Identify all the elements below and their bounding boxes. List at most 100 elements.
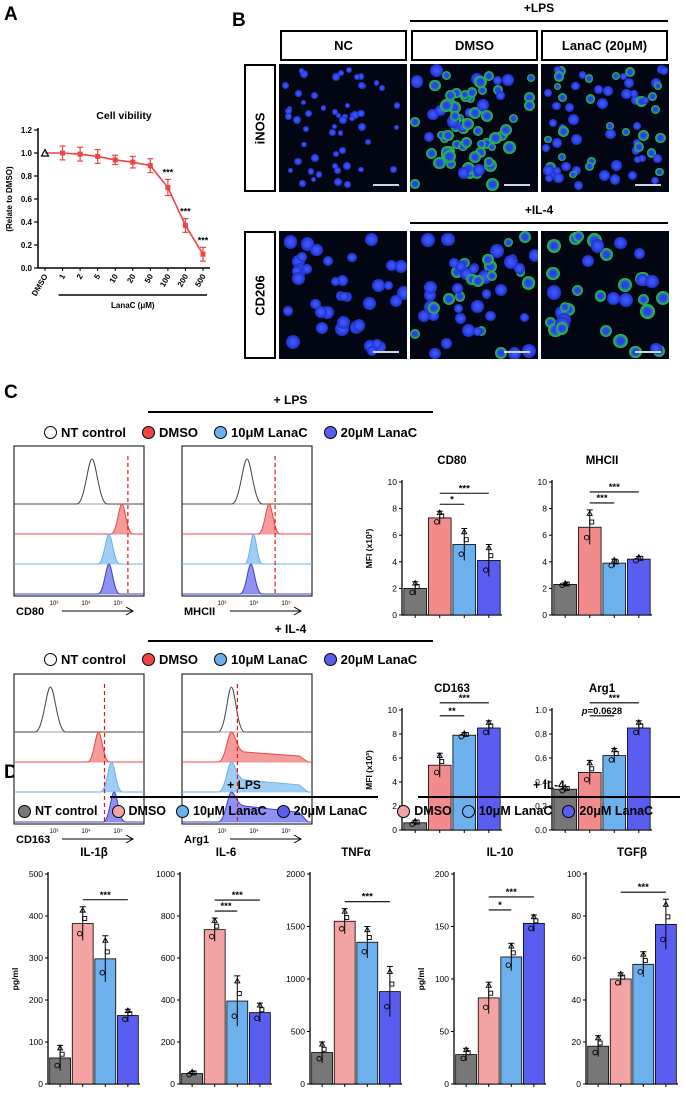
panel-label-b: B [232, 10, 246, 31]
bar-chart-ytick-label: 150 [435, 922, 449, 932]
cell-nucleus [486, 178, 500, 191]
cell-nucleus [526, 73, 536, 83]
cell-nucleus [522, 343, 537, 358]
bar-chart-title: IL-1β [80, 847, 107, 859]
cell-nucleus [489, 243, 504, 258]
cell-nucleus [397, 286, 407, 300]
scale-bar [373, 351, 399, 353]
cell-nucleus [650, 105, 660, 115]
bar-chart-ytick-label: 8 [542, 504, 547, 514]
bar-replicate [637, 969, 644, 975]
cell-nucleus [283, 235, 298, 250]
bar-chart-ytick-label: 0 [38, 1079, 43, 1089]
bar-replicate [316, 1056, 322, 1062]
bar [627, 558, 651, 616]
cell-nucleus [441, 70, 452, 81]
bar-chart-ytick-label: 6 [392, 530, 397, 540]
bar-replicate [214, 923, 220, 929]
legend-swatch-nt-2 [44, 653, 57, 666]
cell-nucleus [410, 117, 420, 127]
col-header-nc: NC [280, 30, 407, 61]
cell-nucleus [344, 102, 351, 109]
bar-replicate [564, 786, 570, 791]
cell-nucleus [323, 255, 334, 266]
cell-nucleus [519, 312, 529, 323]
bar-chart-title: CD163 [434, 683, 470, 695]
histogram-curve [182, 458, 312, 505]
cell-nucleus [614, 236, 627, 250]
bar-replicate [56, 1044, 64, 1051]
cell-nucleus [395, 260, 407, 273]
bar-chart-ylabel: pg/ml [416, 968, 426, 991]
bar-chart-ytick-label: 0 [300, 1079, 305, 1089]
bar-replicate [439, 759, 445, 765]
cell-nucleus [481, 138, 492, 149]
bar-charts-d: IL-1β0100200300400500pg/ml***IL-60200400… [10, 847, 678, 1089]
viability-xtick-label: 100 [158, 272, 173, 289]
bar-replicate [608, 757, 615, 763]
lps-treatment-label: +LPS [523, 1, 555, 15]
cell-nucleus [373, 80, 380, 86]
cell-nucleus [390, 295, 402, 307]
lps-bracket-c [148, 411, 433, 413]
cell-nucleus [435, 104, 446, 116]
cell-nucleus [655, 167, 665, 177]
bar-chart-ytick-label: 1.0 [535, 705, 547, 715]
cell-nucleus [454, 313, 466, 325]
bar-replicate [485, 544, 493, 551]
micrograph-cd206-nc [279, 231, 407, 359]
scale-bar [504, 351, 530, 353]
cell-nucleus [495, 91, 505, 100]
cell-nucleus [606, 292, 620, 305]
bar-replicate [386, 968, 394, 974]
histograms-lps: 10³ 10⁴ 10⁵ CD80 10³ 10⁴ 10⁵ MHCII [13, 445, 313, 618]
cell-nucleus [557, 152, 567, 162]
cell-nucleus [553, 172, 564, 184]
bar-chart-ytick-label: 100 [567, 869, 581, 879]
cell-nucleus [630, 94, 641, 106]
cell-nucleus [659, 65, 669, 75]
bar-replicate [485, 981, 492, 988]
histogram-curve [14, 791, 144, 823]
cell-nucleus [483, 71, 494, 82]
cell-nucleus [619, 293, 634, 308]
cell-nucleus [501, 73, 514, 86]
cell-nucleus [617, 277, 632, 292]
cell-nucleus [584, 73, 594, 83]
cell-nucleus [546, 238, 562, 254]
cell-nucleus [423, 132, 434, 143]
cell-nucleus [613, 333, 628, 348]
cell-nucleus [597, 98, 609, 110]
cell-nucleus [571, 133, 583, 145]
histogram-marker-label: CD80 [16, 606, 44, 618]
cell-nucleus [620, 72, 628, 80]
legend-label-dmso-2: DMSO [159, 652, 198, 667]
cell-nucleus [304, 110, 312, 118]
cell-nucleus [295, 90, 302, 97]
bar-chart-title: IL-10 [487, 847, 514, 859]
cell-nucleus [584, 161, 594, 171]
cell-nucleus [314, 306, 327, 319]
cell-nucleus [367, 346, 378, 357]
cell-nucleus [630, 89, 638, 98]
cell-nucleus [365, 139, 371, 146]
cell-nucleus [558, 92, 568, 102]
bar-replicate [589, 519, 595, 525]
cell-nucleus [544, 317, 556, 329]
bar-replicate [191, 1070, 197, 1076]
cell-nucleus [423, 280, 438, 295]
cell-nucleus [544, 135, 552, 144]
bar-chart-ytick-label: 500 [291, 1027, 305, 1037]
legend-d-swatch-nt [18, 804, 31, 818]
bar-chart-ytick-label: 100 [435, 974, 449, 984]
cell-nucleus [561, 161, 571, 172]
bar-replicate [208, 933, 215, 940]
cell-nucleus [523, 99, 536, 112]
bar-chart-ytick-label: 0 [576, 1079, 581, 1089]
cell-nucleus [446, 158, 456, 169]
bar-chart-ytick-label: 2 [392, 583, 397, 593]
cell-nucleus [321, 105, 327, 111]
bar-replicate [594, 1034, 602, 1041]
bar-replicate [321, 1046, 327, 1052]
cell-nucleus [420, 233, 435, 248]
